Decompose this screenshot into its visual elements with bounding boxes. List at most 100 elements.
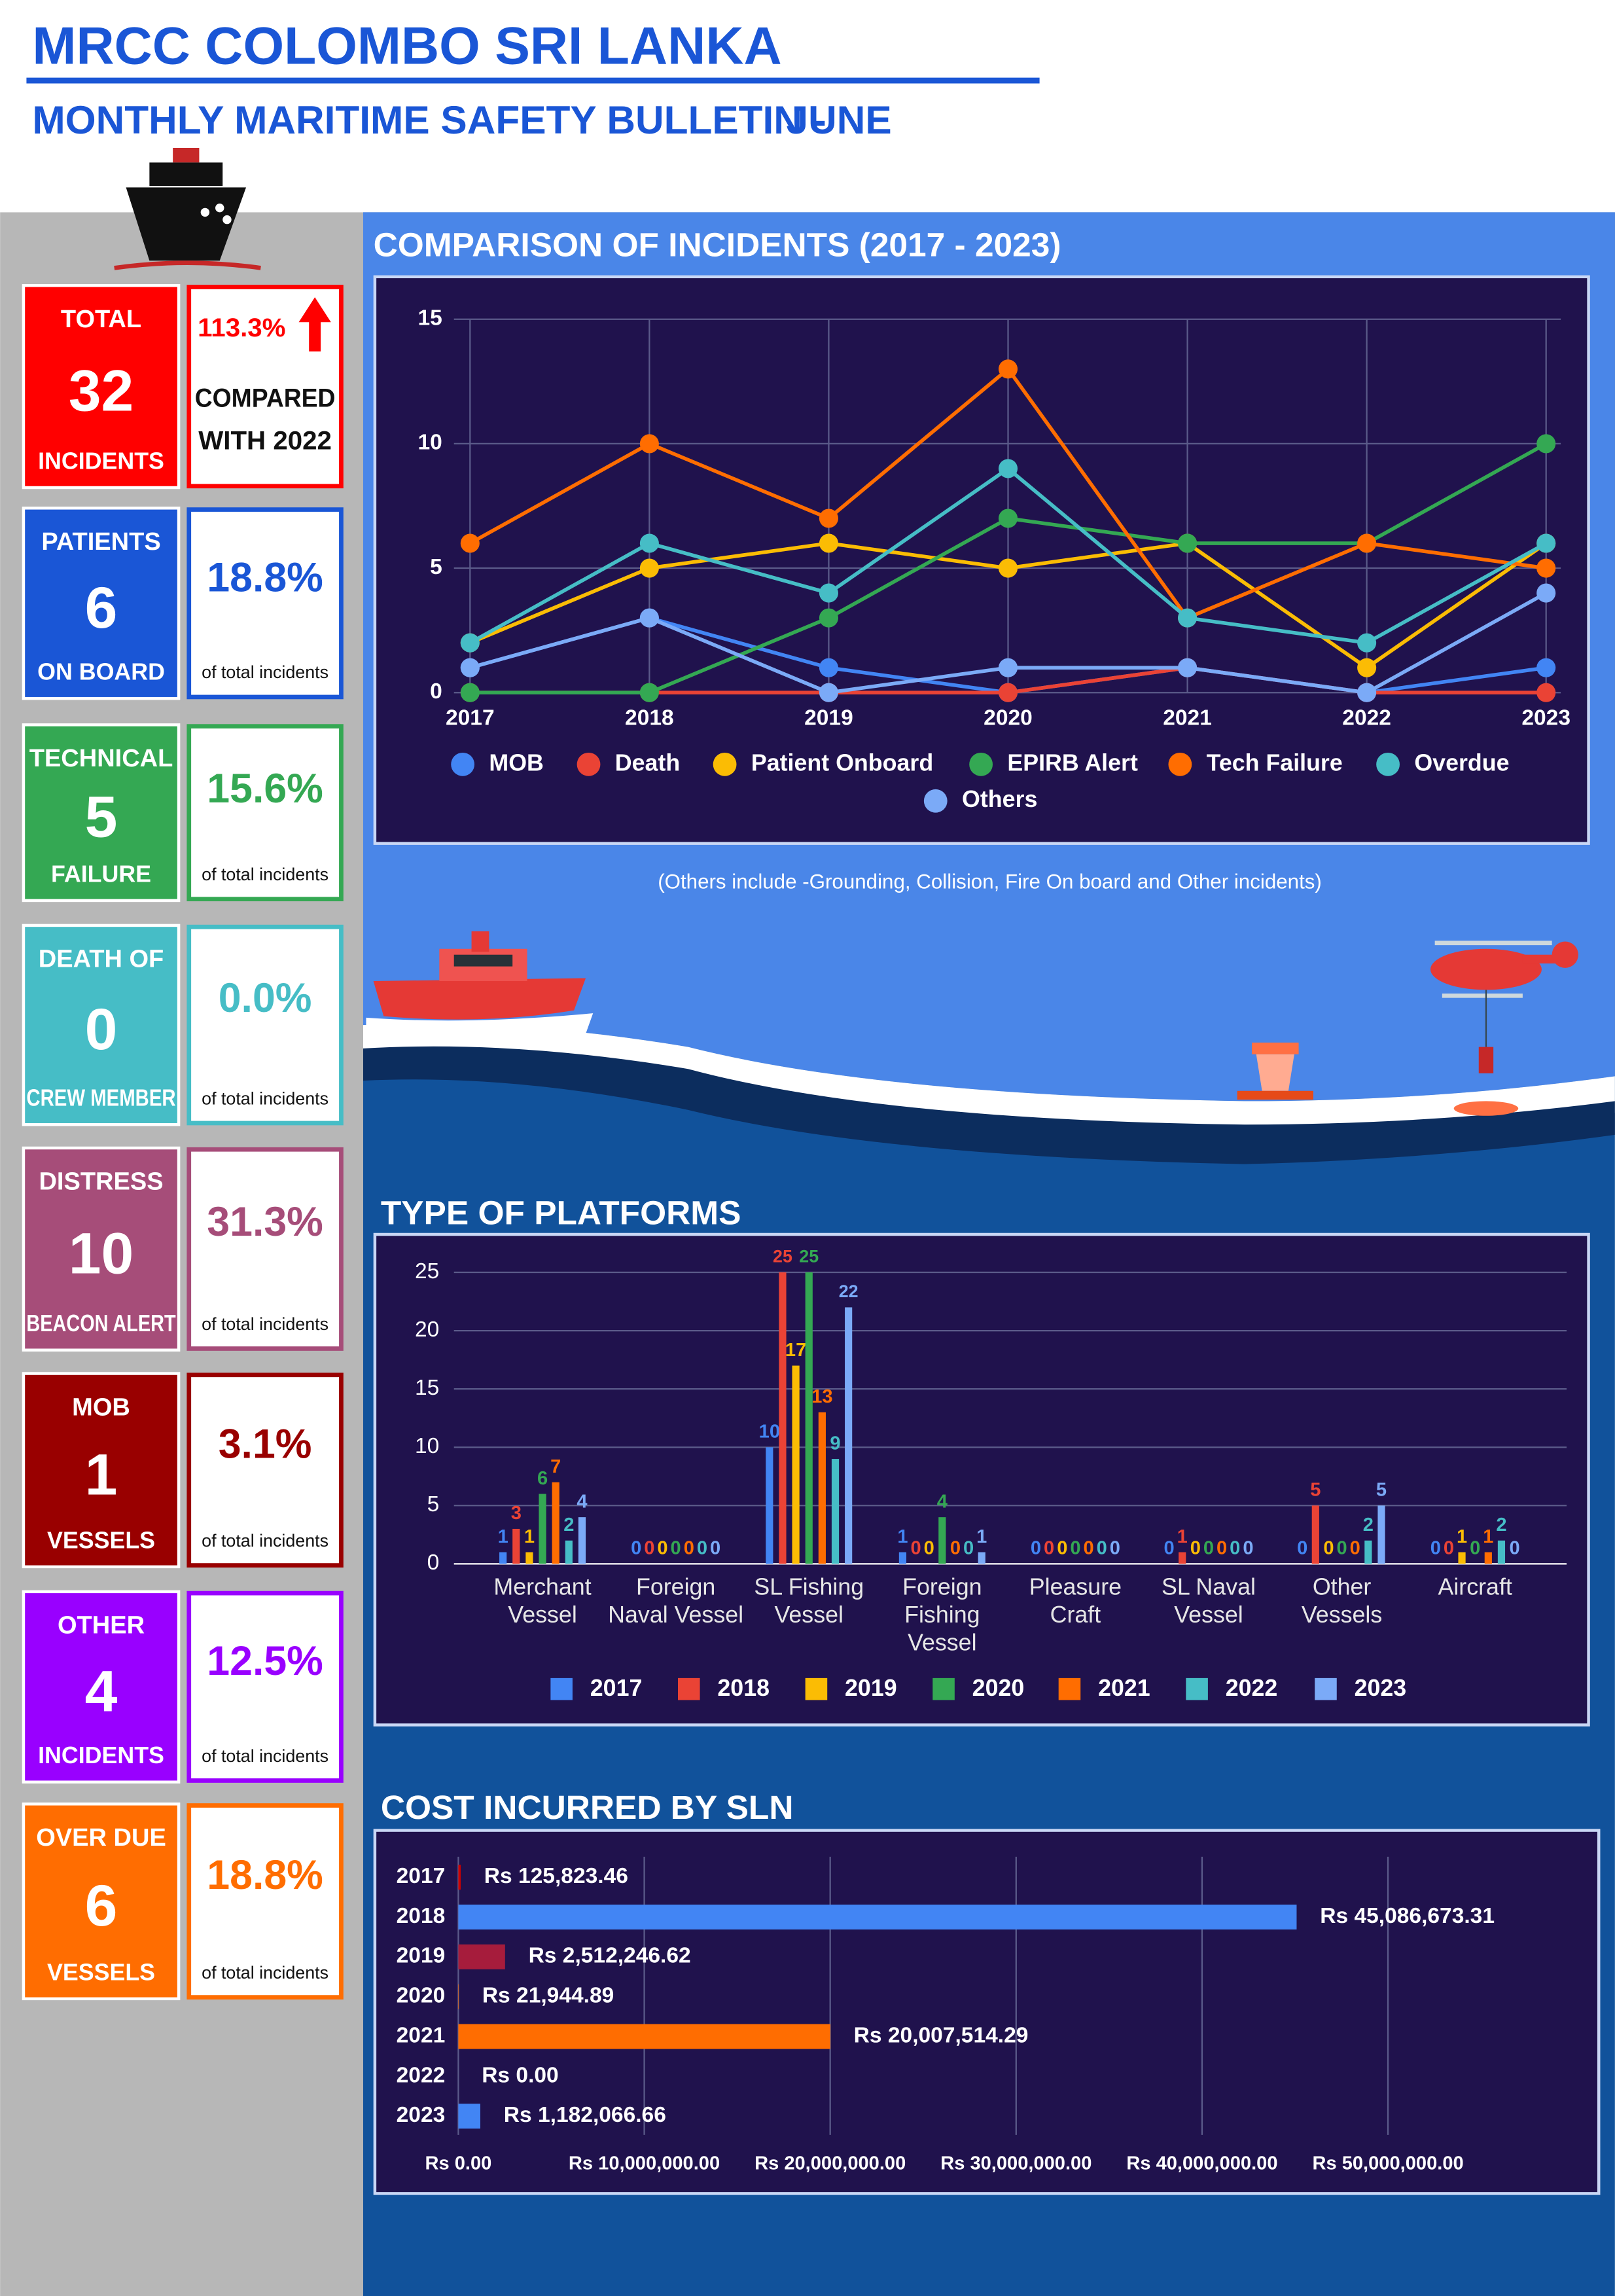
legend-swatch <box>805 1677 828 1700</box>
x-tick-label: 2020 <box>984 706 1033 730</box>
data-label: 0 <box>1057 1538 1067 1559</box>
x-tick-label: Rs 30,000,000.00 <box>940 2153 1091 2174</box>
chart-panel <box>373 1829 1601 2195</box>
legend-swatch <box>678 1677 700 1700</box>
data-label: 0 <box>1444 1538 1454 1559</box>
legend-label: Others <box>962 786 1037 812</box>
chart-title: COST INCURRED BY SLN <box>381 1788 794 1826</box>
title: MRCC COLOMBO SRI LANKA <box>32 16 781 75</box>
x-tick-label: 2017 <box>446 706 495 730</box>
bar <box>499 1552 507 1564</box>
point <box>460 533 480 553</box>
x-tick-label: 2019 <box>804 706 853 730</box>
data-label: 4 <box>937 1491 948 1512</box>
card-value: 0 <box>85 996 118 1062</box>
data-label: Rs 0.00 <box>482 2063 559 2087</box>
bar <box>565 1540 573 1564</box>
card-right <box>186 1803 344 2000</box>
y-tick-label: 15 <box>417 306 442 331</box>
y-tick-label: 20 <box>415 1318 439 1342</box>
card-note: WITH 2022 <box>198 425 332 455</box>
x-tick-label: Merchant Vessel <box>493 1575 592 1628</box>
card-value: 5 <box>85 784 118 850</box>
card-label-top: TOTAL <box>61 306 141 333</box>
data-label: 0 <box>950 1538 961 1559</box>
data-label: 5 <box>1376 1480 1387 1501</box>
x-tick-label: Rs 20,000,000.00 <box>754 2153 906 2174</box>
bar <box>898 1552 907 1564</box>
bar <box>1497 1540 1506 1564</box>
data-label: 0 <box>657 1538 667 1559</box>
card-note: of total incidents <box>202 1531 328 1551</box>
card-note: of total incidents <box>202 1314 328 1334</box>
bar <box>525 1552 533 1564</box>
legend-label: MOB <box>489 749 543 776</box>
bar <box>938 1517 946 1564</box>
x-tick-label: Rs 50,000,000.00 <box>1312 2153 1463 2174</box>
legend-swatch <box>577 752 601 776</box>
legend-label: EPIRB Alert <box>1007 749 1138 776</box>
bar <box>818 1412 826 1564</box>
data-label: Rs 125,823.46 <box>484 1864 628 1888</box>
x-tick-label-box: Other Vessels <box>1302 1575 1382 1628</box>
data-label: 0 <box>697 1538 707 1559</box>
data-label: 0 <box>1510 1538 1520 1559</box>
data-label: 25 <box>773 1247 792 1266</box>
x-tick-label-box: Foreign Fishing Vessel <box>902 1575 982 1656</box>
card-label-bottom: INCIDENTS <box>38 1742 164 1768</box>
point <box>639 434 659 454</box>
card-left <box>22 924 181 1126</box>
card-left <box>22 1803 181 2001</box>
bar <box>1377 1505 1385 1564</box>
x-tick-label: SL Naval Vessel <box>1162 1575 1256 1628</box>
point <box>639 608 659 628</box>
chart-title: COMPARISON OF INCIDENTS (2017 - 2023) <box>374 226 1061 264</box>
point <box>1357 533 1377 553</box>
data-label: 2 <box>1496 1515 1506 1535</box>
card-right <box>186 1147 344 1351</box>
legend-label: 2018 <box>717 1675 770 1701</box>
bar <box>552 1482 559 1564</box>
legend-swatch <box>550 1677 573 1700</box>
card-left <box>22 507 181 700</box>
data-label: 0 <box>710 1538 720 1559</box>
card-percent: 31.3% <box>207 1199 323 1245</box>
legend-swatch <box>923 789 948 813</box>
data-label: 0 <box>1337 1538 1347 1559</box>
y-tick-label: 2020 <box>397 1984 446 2008</box>
data-label: 0 <box>1070 1538 1080 1559</box>
y-tick-label: 2023 <box>397 2103 446 2127</box>
legend-swatch <box>1376 752 1400 776</box>
data-label: 7 <box>550 1456 561 1477</box>
point <box>819 533 838 553</box>
card-value: 6 <box>85 1873 118 1938</box>
point <box>460 633 480 653</box>
data-label: 0 <box>1110 1538 1120 1559</box>
x-tick-label-box: Aircraft <box>1438 1575 1512 1600</box>
helicopter <box>1430 941 1578 1116</box>
chart-title: TYPE OF PLATFORMS <box>381 1194 741 1232</box>
y-tick-label: 5 <box>430 555 442 579</box>
card-label-top: PATIENTS <box>41 528 160 556</box>
chart-panel <box>373 275 1590 845</box>
card-label-bottom: FAILURE <box>51 861 151 887</box>
data-label: Rs 21,944.89 <box>482 1984 614 2008</box>
data-label: 1 <box>976 1526 987 1547</box>
chart-panel <box>373 1232 1590 1727</box>
legend-label: Patient Onboard <box>751 749 933 776</box>
point <box>1536 533 1556 553</box>
bar <box>1364 1540 1372 1564</box>
data-label: 0 <box>1430 1538 1441 1559</box>
card-label-top: DEATH OF <box>39 946 164 973</box>
legend-swatch <box>932 1677 955 1700</box>
annotation: (Others include -Grounding, Collision, F… <box>658 870 1322 893</box>
card-note: of total incidents <box>202 865 328 884</box>
data-label: 0 <box>1297 1538 1307 1559</box>
data-label: 2 <box>563 1515 574 1535</box>
wave <box>363 1023 1615 1139</box>
bar <box>792 1365 800 1564</box>
point <box>1536 683 1556 702</box>
legend-swatch <box>713 752 737 776</box>
card-value: 32 <box>69 358 134 423</box>
card-label-top: TECHNICAL <box>29 745 173 772</box>
